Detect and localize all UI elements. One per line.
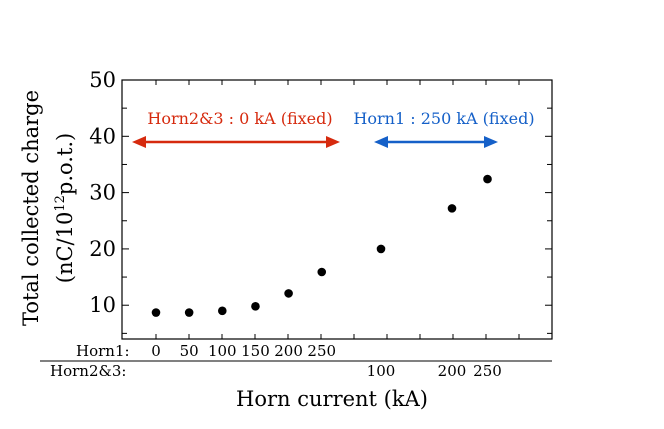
plot-frame <box>121 79 553 340</box>
horn23-tick-label: 250 <box>473 362 502 380</box>
y-axis-unit-suffix: p.o.t.) <box>53 133 77 195</box>
data-point <box>284 289 293 298</box>
y-tick-label: 10 <box>89 293 116 317</box>
horn1-tick-label: 100 <box>208 342 237 360</box>
annotation-horn23: Horn2&3 : 0 kA (fixed) <box>132 109 340 148</box>
data-point <box>184 308 194 317</box>
data-point <box>376 244 386 254</box>
y-tick-label: 40 <box>89 124 116 148</box>
horn23-row-label: Horn2&3: <box>50 362 126 380</box>
data-point <box>151 308 161 317</box>
data-point <box>218 306 227 316</box>
data-points <box>151 174 492 317</box>
annotation-horn1-arrowhead-right <box>484 136 498 148</box>
data-point <box>447 204 457 213</box>
y-axis-label-line1: Total collected charge <box>19 90 43 326</box>
horn1-tick-label: 150 <box>241 342 270 360</box>
horn23-tick-label: 100 <box>367 362 396 380</box>
annotation-horn1-text: Horn1 : 250 kA (fixed) <box>353 109 534 128</box>
x-axis-label: Horn current (kA) <box>236 387 428 411</box>
annotation-horn1: Horn1 : 250 kA (fixed) <box>353 109 535 148</box>
y-axis-label-line2: (nC/1012p.o.t.) <box>53 133 77 284</box>
data-point <box>251 302 260 311</box>
horn1-tick-label: 0 <box>151 342 161 360</box>
annotation-horn1-arrowhead-left <box>374 136 388 148</box>
data-point <box>483 174 492 184</box>
y-tick-label: 20 <box>89 237 116 261</box>
annotation-horn23-text: Horn2&3 : 0 kA (fixed) <box>147 109 332 128</box>
data-point <box>317 267 327 277</box>
horn1-tick-label: 200 <box>274 342 303 360</box>
horn1-row-label: Horn1: <box>76 342 130 360</box>
y-axis-unit-exponent: 12 <box>53 195 68 212</box>
y-tick-label: 30 <box>89 181 116 205</box>
y-axis-label: Total collected charge (nC/1012p.o.t.) <box>19 90 77 326</box>
y-axis-unit-prefix: (nC/10 <box>53 212 77 284</box>
horn1-tick-label: 250 <box>307 342 336 360</box>
horn23-tick-label: 200 <box>438 362 467 380</box>
annotation-horn23-arrowhead-left <box>132 136 146 148</box>
y-axis-ticks: 10 20 30 40 50 <box>89 68 552 334</box>
annotation-horn23-arrowhead-right <box>326 136 340 148</box>
y-tick-label: 50 <box>89 68 116 92</box>
horn1-tick-label: 50 <box>180 342 199 360</box>
